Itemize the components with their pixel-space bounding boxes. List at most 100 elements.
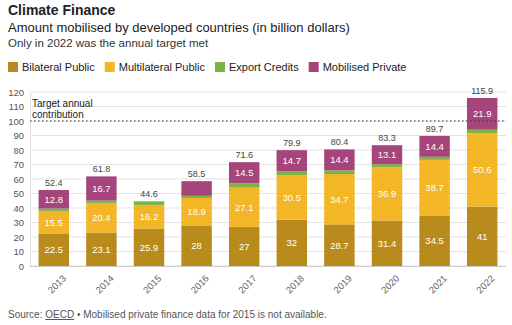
x-tick-label: 2021 [426, 273, 449, 296]
bar-segment [277, 220, 307, 266]
data-label: 23.1 [92, 244, 111, 255]
x-tick: 2022 [474, 266, 497, 295]
data-label: 18.9 [187, 206, 206, 217]
bar-segment [134, 228, 164, 266]
bar-segment [181, 196, 211, 198]
total-label: 83.3 [378, 133, 396, 143]
x-tick: 2013 [45, 266, 68, 295]
bar-segment [324, 174, 354, 224]
data-label: 12.8 [45, 194, 64, 205]
bar-segment [419, 157, 449, 160]
y-tick-label: 40 [13, 203, 24, 214]
y-tick-label: 100 [8, 116, 24, 127]
y-tick: 120 [8, 87, 30, 98]
bar-segment [419, 160, 449, 216]
legend-label: Mobilised Private [323, 61, 407, 73]
data-label: 14.5 [235, 167, 254, 178]
bar-segment [419, 216, 449, 266]
data-label: 27 [239, 241, 250, 252]
y-tick: 30 [13, 217, 30, 228]
legend-label: Export Credits [229, 61, 299, 73]
data-label: 31.4 [378, 238, 397, 249]
bar-segment [181, 225, 211, 266]
y-tick-label: 10 [13, 246, 24, 257]
total-label: 61.8 [93, 164, 111, 174]
bar-segment [467, 130, 497, 133]
source: Source: OECD • Mobilised private finance… [8, 309, 327, 320]
y-tick-label: 80 [13, 145, 24, 156]
annotation: Target annualcontribution [30, 98, 506, 121]
y-tick-label: 110 [9, 101, 24, 112]
y-tick: 0 [19, 261, 30, 272]
y-tick: 90 [13, 130, 30, 141]
chart: Climate FinanceAmount mobilised by devel… [0, 0, 512, 325]
source-note: • Mobilised private finance data for 201… [77, 309, 327, 320]
y-tick-label: 0 [19, 261, 24, 272]
grid-line [30, 135, 506, 136]
bar-segment [229, 188, 259, 227]
x-tick: 2019 [331, 266, 354, 295]
bar-segment [324, 224, 354, 266]
x-tick-label: 2013 [45, 273, 68, 296]
total-label: 44.6 [140, 189, 158, 199]
x-tick-label: 2022 [474, 273, 497, 296]
data-label: 14.4 [330, 154, 349, 165]
subtitle: Only in 2022 was the annual target met [8, 37, 209, 49]
y-tick: 10 [13, 246, 30, 257]
data-label: 34.5 [425, 235, 444, 246]
data-label: 28.7 [330, 240, 349, 251]
x-tick-label: 2016 [188, 273, 211, 296]
data-label: 34.7 [330, 194, 349, 205]
data-label: 32 [287, 237, 298, 248]
y-tick: 80 [13, 145, 30, 156]
total-label: 52.4 [45, 178, 63, 188]
bar-segment [467, 98, 497, 130]
data-label: 41 [477, 231, 488, 242]
x-tick-label: 2018 [283, 273, 306, 296]
data-label: 25.9 [140, 242, 159, 253]
legend-swatch [8, 62, 18, 72]
data-label: 30.5 [283, 192, 302, 203]
bar-segment [419, 136, 449, 157]
bar-segment [39, 211, 69, 233]
data-labels: 22.523.125.928273228.731.434.54115.520.4… [45, 86, 494, 255]
x-tick-label: 2014 [93, 273, 116, 296]
x-tick: 2014 [93, 266, 116, 295]
x-tick: 2021 [426, 266, 449, 295]
x-tick: 2018 [283, 266, 306, 295]
grid-line [30, 106, 506, 107]
x-tick-label: 2020 [379, 273, 402, 296]
data-label: 20.4 [92, 212, 111, 223]
x-axis-line [31, 266, 507, 267]
y-axis: 0102030405060708090100110120 [8, 87, 30, 272]
bar-segment [467, 133, 497, 206]
bar-segment [277, 150, 307, 171]
bar-segment [229, 227, 259, 266]
data-label: 15.5 [45, 217, 64, 228]
source-link[interactable]: OECD [45, 309, 74, 320]
data-label: 16.7 [92, 183, 111, 194]
bar-segment [324, 170, 354, 174]
total-label: 80.4 [331, 137, 349, 147]
x-tick-label: 2015 [141, 273, 164, 296]
bar-segment [86, 176, 116, 200]
y-tick-label: 50 [13, 188, 24, 199]
bars [39, 98, 498, 266]
legend-swatch [215, 62, 225, 72]
total-label: 58.5 [188, 169, 206, 179]
bar-segment [134, 205, 164, 228]
bar-segment [229, 162, 259, 183]
y-tick: 70 [13, 159, 30, 170]
title: Climate Finance [8, 2, 116, 18]
bar-segment [39, 190, 69, 209]
bar-segment [324, 149, 354, 170]
y-tick-label: 70 [13, 159, 24, 170]
x-tick: 2015 [141, 266, 164, 295]
data-label: 16.2 [140, 211, 159, 222]
total-label: 71.6 [235, 150, 253, 160]
total-label: 115.9 [471, 86, 493, 96]
grid-line [30, 121, 506, 122]
bar-segment [372, 164, 402, 167]
y-tick: 40 [13, 203, 30, 214]
bar-segment [86, 203, 116, 233]
